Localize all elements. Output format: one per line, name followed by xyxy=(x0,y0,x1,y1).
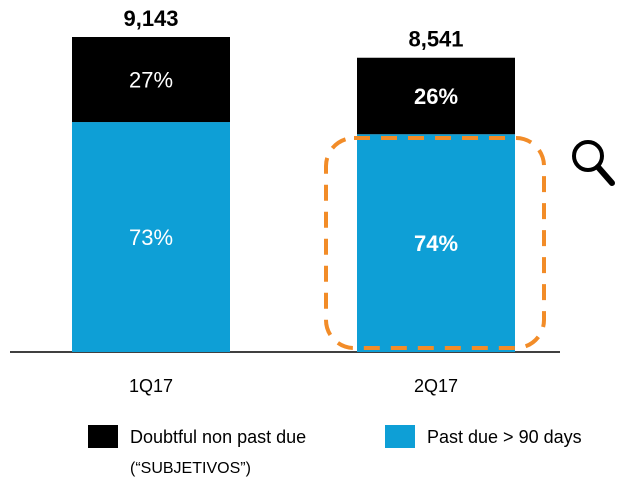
bar-segment xyxy=(72,37,230,123)
legend-label: Doubtful non past due xyxy=(130,427,306,447)
bar-segment xyxy=(72,122,230,352)
legend-swatch xyxy=(88,425,118,448)
x-tick-label: 1Q17 xyxy=(129,376,173,396)
data-label: 73% xyxy=(129,225,173,250)
legend-label: Past due > 90 days xyxy=(427,427,582,447)
data-label: 74% xyxy=(414,231,458,256)
legend-note: (“SUBJETIVOS”) xyxy=(130,460,251,477)
x-tick-label: 2Q17 xyxy=(414,376,458,396)
bar-segment xyxy=(357,134,515,352)
data-label: 27% xyxy=(129,67,173,92)
bar-segment xyxy=(357,57,515,135)
data-label: 26% xyxy=(414,84,458,109)
total-label: 8,541 xyxy=(408,27,463,52)
magnifier-icon xyxy=(572,140,615,186)
total-label: 9,143 xyxy=(123,6,178,31)
legend-swatch xyxy=(385,425,415,448)
highlight-box xyxy=(324,136,546,350)
